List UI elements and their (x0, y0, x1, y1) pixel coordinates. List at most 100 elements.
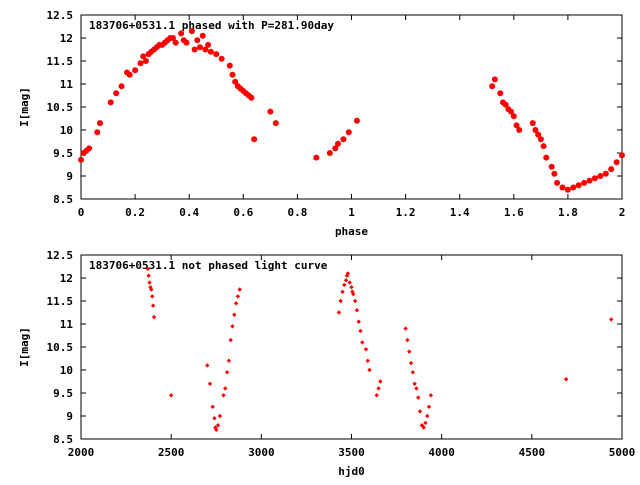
data-point (570, 184, 577, 191)
y-tick-label: 10.5 (47, 101, 74, 114)
y-axis-label: I[mag] (18, 87, 31, 127)
data-point (563, 377, 569, 382)
data-point (267, 108, 274, 115)
data-point (210, 404, 215, 409)
data-point (613, 159, 620, 166)
y-tick-label: 9 (66, 170, 73, 183)
x-tick-label: 1 (348, 206, 355, 219)
data-point (363, 347, 369, 352)
x-tick-label: 4500 (519, 446, 546, 459)
data-point (183, 39, 190, 46)
unphased-light-curve-panel: 2000 2500 3000 3500 4000 4500 5000 8.5 9 9.5 10 10.… (18, 249, 635, 478)
data-point (353, 117, 360, 124)
x-tick-label: 0.8 (287, 206, 307, 219)
data-point (169, 35, 176, 41)
y-tick-label: 12.5 (47, 9, 74, 22)
data-point (591, 175, 598, 182)
x-tick-label: 1.2 (396, 206, 416, 219)
data-point (421, 425, 426, 430)
data-point (508, 108, 515, 115)
data-point (235, 294, 241, 299)
data-point (172, 39, 179, 46)
x-tick-label: 0 (78, 206, 85, 219)
y-tick-label: 8.5 (53, 193, 73, 206)
data-point (374, 393, 379, 398)
data-point (349, 285, 354, 290)
y-tick-label: 12 (60, 272, 73, 285)
data-point (416, 395, 421, 400)
data-point (410, 370, 416, 375)
data-point (142, 58, 149, 64)
data-point (497, 90, 504, 97)
data-point (619, 152, 625, 159)
data-point (502, 101, 509, 108)
data-point (340, 136, 347, 143)
x-tick-label: 3000 (248, 446, 275, 459)
data-point (147, 280, 152, 285)
data-point (347, 280, 352, 285)
y-axis-label: I[mag] (18, 327, 31, 367)
data-point (407, 349, 412, 354)
data-point (205, 41, 212, 48)
data-point (237, 287, 242, 292)
data-point (336, 310, 342, 315)
data-point (338, 298, 343, 304)
data-point (150, 303, 156, 308)
y-tick-label: 12.5 (47, 249, 74, 262)
data-point (226, 62, 233, 69)
data-point (78, 156, 84, 163)
x-tick-label: 0.6 (233, 206, 253, 219)
chart-title: 183706+0531.1 not phased light curve (89, 259, 328, 272)
x-tick-label: 3500 (338, 446, 365, 459)
data-point (516, 127, 523, 133)
data-point (197, 44, 204, 51)
data-point (223, 386, 228, 391)
data-point (559, 184, 566, 191)
data-point (151, 314, 157, 320)
data-point (414, 386, 419, 391)
data-point (608, 317, 614, 322)
x-axis-label: hjd0 (338, 465, 365, 478)
data-point (251, 136, 258, 143)
data-point (423, 420, 428, 426)
data-point (145, 266, 150, 271)
data-point (513, 122, 520, 129)
data-point (412, 381, 417, 386)
data-point (202, 46, 209, 53)
data-point (342, 282, 347, 288)
data-point (405, 337, 410, 343)
data-point (602, 170, 609, 177)
data-point (118, 83, 125, 90)
data-point (207, 48, 214, 55)
chart-title: 183706+0531.1 phased with P=281.90day (89, 19, 334, 32)
data-point (126, 71, 133, 78)
data-point (343, 278, 349, 283)
data-point (178, 30, 185, 37)
data-point (378, 379, 383, 384)
x-tick-label: 2500 (158, 446, 185, 459)
y-tick-label: 11.5 (47, 55, 74, 68)
y-tick-label: 9 (66, 410, 73, 423)
data-point (428, 393, 434, 398)
y-tick-label: 10 (60, 124, 73, 137)
data-point (140, 53, 147, 60)
x-tick-label: 0.4 (179, 206, 199, 219)
data-point (345, 129, 352, 136)
data-point (218, 55, 225, 62)
data-point (96, 120, 103, 127)
data-point (137, 60, 144, 67)
data-point (217, 413, 223, 419)
data-point (226, 358, 232, 363)
data-point (224, 370, 230, 375)
data-point (188, 28, 195, 35)
x-tick-label: 2 (619, 206, 626, 219)
data-point (212, 416, 217, 421)
y-tick-label: 11 (60, 318, 74, 331)
x-tick-label: 1.4 (450, 206, 470, 219)
data-point (232, 78, 239, 85)
data-point (326, 150, 333, 156)
y-tick-label: 11 (60, 78, 74, 91)
data-point (365, 358, 370, 363)
